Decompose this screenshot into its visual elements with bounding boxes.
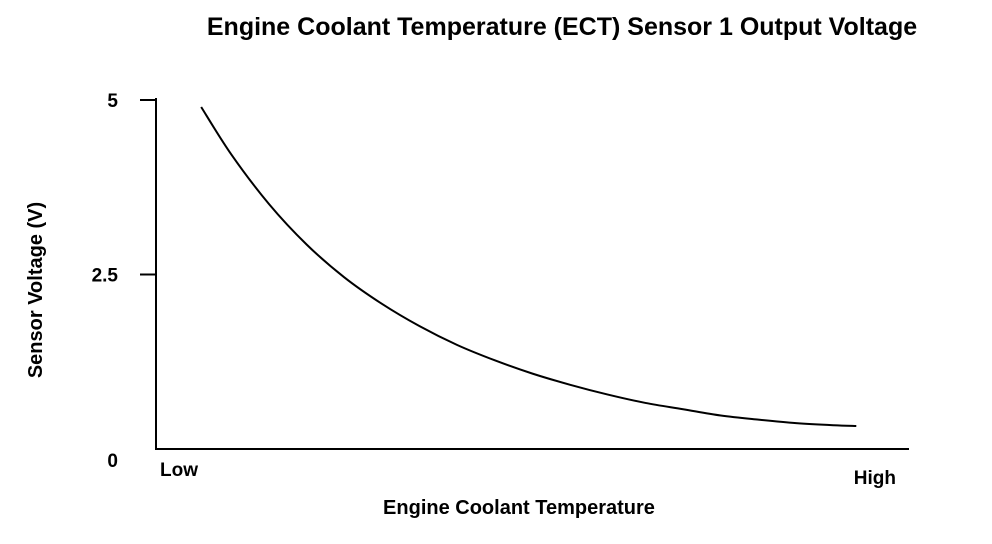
y-ticks: 52.50 [92, 91, 156, 472]
y-axis-label: Sensor Voltage (V) [25, 202, 47, 378]
series-line [200, 106, 857, 427]
y-tick-label: 5 [107, 91, 118, 112]
x-axis-label: Engine Coolant Temperature [383, 497, 655, 519]
y-tick-label: 2.5 [92, 266, 119, 287]
x-tick-label-high: High [854, 468, 896, 489]
chart-title: Engine Coolant Temperature (ECT) Sensor … [207, 13, 917, 41]
y-tick-label: 0 [107, 451, 118, 472]
x-tick-label-low: Low [160, 460, 198, 481]
